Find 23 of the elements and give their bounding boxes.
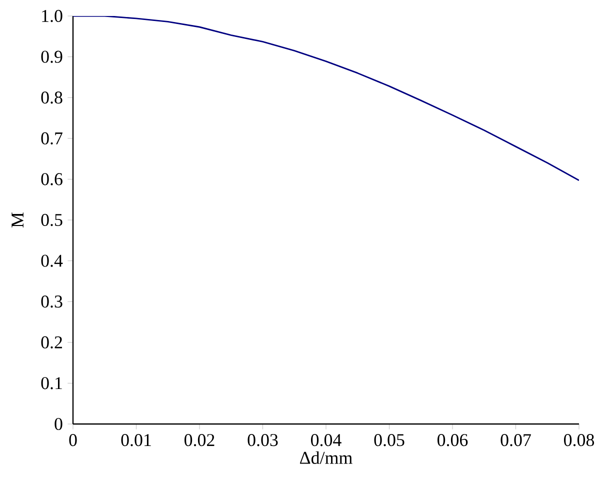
- y-axis-title: M: [12, 212, 24, 228]
- x-tick-label: 0.04: [311, 434, 342, 446]
- x-axis-title: Δd/mm: [300, 451, 352, 464]
- y-tick-label: 0: [54, 418, 62, 430]
- y-tick-label: 0.2: [41, 336, 62, 348]
- x-tick-label: 0.05: [374, 434, 404, 446]
- x-tick-label: 0.03: [248, 434, 278, 446]
- x-tick-label: 0.02: [184, 434, 214, 446]
- y-tick-label: 0.8: [41, 91, 62, 104]
- x-tick-label: 0.01: [121, 434, 151, 446]
- y-tick-label: 0.6: [41, 173, 62, 186]
- y-tick-label: 1.0: [42, 10, 62, 22]
- line-series: [73, 16, 580, 182]
- x-tick-label: 0.06: [438, 434, 468, 446]
- y-tick-label: 0.4: [41, 254, 63, 267]
- y-tick-label: 0.7: [41, 132, 62, 144]
- y-tick-label: 0.5: [41, 214, 62, 226]
- x-tick-label: 0.07: [500, 434, 531, 446]
- y-tick-label: 0.1: [41, 377, 62, 390]
- y-tick-label: 0.9: [41, 50, 62, 63]
- y-tick-label: 0.3: [41, 295, 62, 308]
- x-tick-label: 0: [69, 434, 77, 446]
- x-tick-label: 0.08: [564, 434, 594, 446]
